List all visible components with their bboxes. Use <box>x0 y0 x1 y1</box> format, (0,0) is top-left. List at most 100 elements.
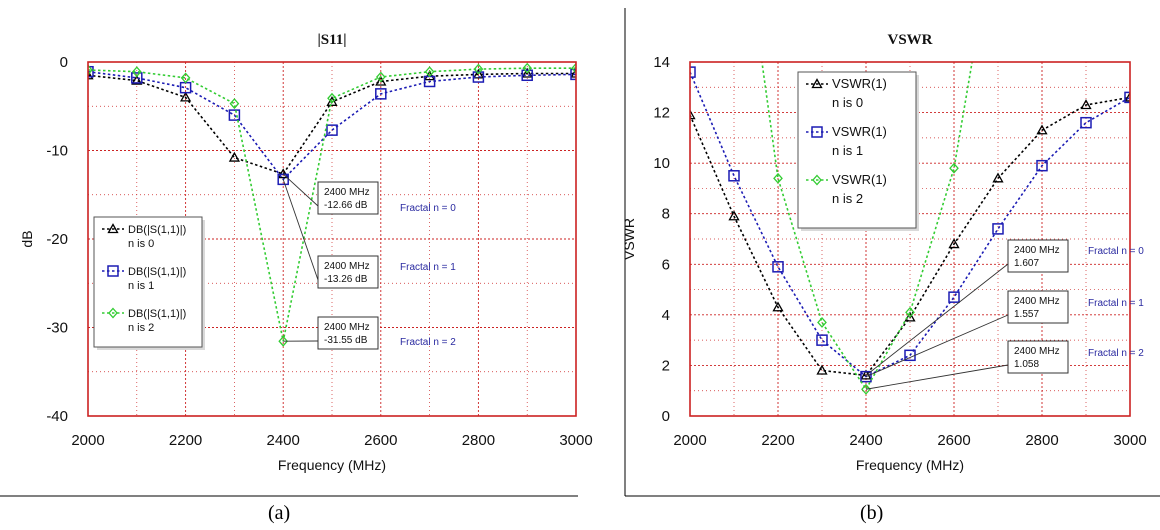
legend-label: VSWR(1) <box>832 76 887 91</box>
data-point <box>772 261 784 273</box>
legend-marker <box>107 265 119 277</box>
data-point <box>816 364 828 375</box>
data-point <box>327 92 337 104</box>
data-point <box>817 316 827 328</box>
legend-label: DB(|S(1,1)|) <box>128 308 186 320</box>
data-point <box>728 170 740 182</box>
y-tick-label: 12 <box>653 105 670 122</box>
annotation-freq: 2400 MHz <box>324 187 370 198</box>
annotation-value: -13.26 dB <box>324 274 368 285</box>
x-tick-label: 2200 <box>169 432 202 449</box>
annotation-tag: Fractal n = 2 <box>1088 348 1144 359</box>
legend-label: VSWR(1) <box>832 124 887 139</box>
y-axis-label: VSWR <box>621 218 637 260</box>
data-point <box>131 74 143 85</box>
caption-a: (a) <box>268 502 291 524</box>
data-point <box>473 63 484 75</box>
annotation-leader <box>865 314 1009 378</box>
data-point <box>1036 159 1048 172</box>
data-point <box>904 311 916 322</box>
annotation-value: -12.66 dB <box>324 200 368 211</box>
data-point <box>521 67 533 78</box>
x-axis-label: Frequency (MHz) <box>856 457 964 473</box>
legend-sublabel: n is 1 <box>128 280 154 292</box>
data-point <box>229 98 240 110</box>
annotation-tag: Fractal n = 1 <box>1088 298 1144 309</box>
x-tick-label: 2800 <box>1025 432 1058 449</box>
legend-marker <box>108 307 118 319</box>
chart-title: |S11| <box>317 32 346 48</box>
x-tick-label: 2600 <box>364 432 397 449</box>
data-point <box>860 369 872 380</box>
data-point <box>375 88 387 100</box>
data-point <box>773 172 783 184</box>
data-point <box>992 172 1004 183</box>
data-point <box>88 65 94 78</box>
data-point <box>571 62 576 74</box>
legend-marker <box>107 223 119 234</box>
data-point <box>522 62 533 74</box>
x-tick-label: 2400 <box>849 432 882 449</box>
data-point <box>375 71 386 83</box>
x-axis-label: Frequency (MHz) <box>278 457 386 473</box>
data-point <box>1080 99 1092 110</box>
x-tick-label: 2600 <box>937 432 970 449</box>
data-point <box>861 383 871 395</box>
caption-b: (b) <box>860 502 884 524</box>
annotation-tag: Fractal n = 1 <box>400 262 456 273</box>
data-point <box>948 238 960 249</box>
data-point <box>277 168 289 179</box>
y-tick-label: -40 <box>46 408 68 425</box>
series-group <box>88 62 576 347</box>
series-line-1 <box>690 71 1130 378</box>
y-tick-label: 0 <box>60 54 68 71</box>
y-tick-label: 0 <box>662 408 670 425</box>
series-line-2 <box>88 67 576 342</box>
legend-sublabel: n is 0 <box>832 95 863 110</box>
annotation-freq: 2400 MHz <box>1014 346 1060 357</box>
data-point <box>992 223 1004 235</box>
annotation-leader <box>282 173 319 207</box>
annotation-freq: 2400 MHz <box>324 261 370 272</box>
annotation-box <box>317 316 379 350</box>
data-point <box>180 72 191 84</box>
data-point <box>472 68 485 79</box>
annotation-box <box>317 255 379 289</box>
legend: DB(|S(1,1)|) n is 0 DB(|S(1,1)|) n is 1 DB(|… <box>93 216 205 350</box>
annotation: 2400 MHz -31.55 dB Fractal n = 2 <box>283 316 456 350</box>
annotation-leader <box>282 179 319 281</box>
legend-sublabel: n is 1 <box>832 143 863 158</box>
y-tick-label: -30 <box>46 320 68 337</box>
x-tick-label: 2000 <box>71 432 104 449</box>
legend-marker <box>811 78 823 89</box>
legend-box <box>93 216 203 348</box>
annotation-tag: Fractal n = 0 <box>400 203 456 214</box>
annotation-freq: 2400 MHz <box>324 322 370 333</box>
y-tick-label: 2 <box>662 357 670 374</box>
data-point <box>88 64 93 76</box>
annotation-box <box>317 181 379 215</box>
legend: VSWR(1) n is 0 VSWR(1) n is 1 VSWR(1) n is 2 <box>797 71 919 231</box>
y-tick-label: 10 <box>653 155 670 172</box>
x-tick-label: 2000 <box>673 432 706 449</box>
annotation-freq: 2400 MHz <box>1014 245 1060 256</box>
annotation-freq: 2400 MHz <box>1014 296 1060 307</box>
data-point <box>1124 91 1130 102</box>
legend-sublabel: n is 0 <box>128 238 154 250</box>
annotation-value: -31.55 dB <box>324 335 368 346</box>
series-line-1 <box>88 70 576 181</box>
annotation-box <box>1007 290 1069 324</box>
series-line-2 <box>761 62 973 391</box>
legend-sublabel: n is 2 <box>128 322 154 334</box>
chart-title: VSWR <box>887 32 932 48</box>
y-tick-label: 8 <box>662 206 670 223</box>
plot-border <box>87 61 577 417</box>
annotation-leader <box>865 364 1009 390</box>
annotation: 2400 MHz -13.26 dB Fractal n = 1 <box>282 179 456 289</box>
data-point <box>423 70 436 81</box>
data-point <box>570 67 576 78</box>
x-tick-label: 2200 <box>761 432 794 449</box>
y-tick-label: 6 <box>662 256 670 273</box>
data-point <box>326 124 338 136</box>
data-point <box>131 66 142 78</box>
